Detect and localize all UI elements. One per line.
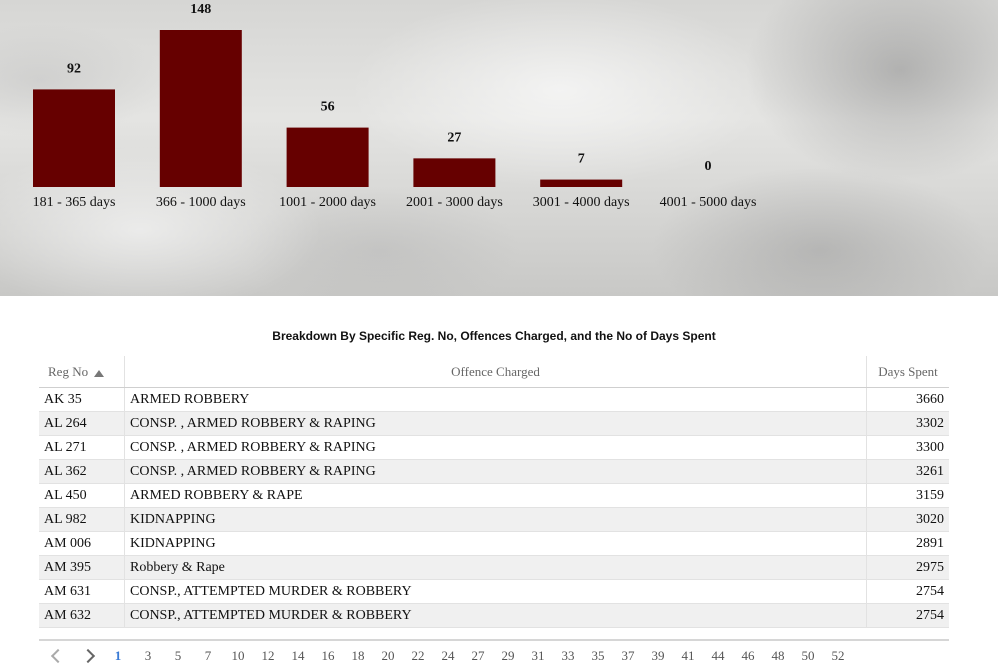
cell-days-spent: 2891 bbox=[866, 531, 949, 556]
cell-offence: CONSP. , ARMED ROBBERY & RAPING bbox=[124, 459, 867, 484]
bar[interactable] bbox=[159, 30, 242, 187]
cell-offence: ARMED ROBBERY & RAPE bbox=[124, 483, 867, 508]
cell-days-spent: 3302 bbox=[866, 411, 949, 436]
cell-offence: Robbery & Rape bbox=[124, 555, 867, 580]
page-link[interactable]: 31 bbox=[531, 648, 545, 663]
cell-reg-no: AM 395 bbox=[39, 555, 125, 580]
breakdown-table: Reg No Offence Charged Days Spent AK 35 A… bbox=[39, 356, 949, 628]
bar[interactable] bbox=[413, 158, 496, 187]
page-link[interactable]: 44 bbox=[711, 648, 725, 663]
table-row: AM 632 CONSP., ATTEMPTED MURDER & ROBBERY… bbox=[39, 603, 949, 628]
table-row: AM 395 Robbery & Rape 2975 bbox=[39, 555, 949, 580]
page-link[interactable]: 41 bbox=[681, 648, 695, 663]
chart-panel: 92 181 - 365 days 148 366 - 1000 days 56 1001… bbox=[0, 0, 998, 296]
bar-value-label: 27 bbox=[447, 130, 461, 145]
chevron-left-icon[interactable] bbox=[50, 648, 66, 664]
category-label: 181 - 365 days bbox=[33, 195, 116, 210]
sort-ascending-icon[interactable] bbox=[94, 369, 105, 377]
table-row: AK 35 ARMED ROBBERY 3660 bbox=[39, 387, 949, 412]
cell-days-spent: 2975 bbox=[866, 555, 949, 580]
bar[interactable] bbox=[540, 179, 623, 187]
category-label: 366 - 1000 days bbox=[156, 195, 246, 210]
column-header-label: Reg No bbox=[48, 363, 89, 379]
page-link[interactable]: 5 bbox=[174, 648, 182, 663]
cell-days-spent: 3660 bbox=[866, 387, 949, 412]
table-body: AK 35 ARMED ROBBERY 3660 AL 264 CONSP. , ARM… bbox=[39, 387, 949, 628]
page-link[interactable]: 16 bbox=[321, 648, 335, 663]
page-link[interactable]: 20 bbox=[381, 648, 395, 663]
cell-reg-no: AL 450 bbox=[39, 483, 125, 508]
page-link[interactable]: 46 bbox=[741, 648, 755, 663]
cell-reg-no: AM 632 bbox=[39, 603, 125, 628]
category-label: 4001 - 5000 days bbox=[660, 195, 757, 210]
page-link[interactable]: 3 bbox=[144, 648, 152, 663]
category-label: 1001 - 2000 days bbox=[279, 195, 376, 210]
page-link[interactable]: 29 bbox=[501, 648, 515, 663]
page-link[interactable]: 10 bbox=[231, 648, 245, 663]
table-row: AL 362 CONSP. , ARMED ROBBERY & RAPING 326… bbox=[39, 459, 949, 484]
column-header-offence[interactable]: Offence Charged bbox=[124, 356, 867, 388]
page-link[interactable]: 27 bbox=[471, 648, 485, 663]
days-spent-bar-chart: 92 181 - 365 days 148 366 - 1000 days 56 1001… bbox=[33, 2, 757, 210]
page-link[interactable]: 14 bbox=[291, 648, 305, 663]
cell-reg-no: AL 362 bbox=[39, 459, 125, 484]
bar-value-label: 0 bbox=[705, 159, 712, 174]
chevron-right-icon[interactable] bbox=[80, 648, 96, 664]
bar[interactable] bbox=[33, 89, 115, 187]
page-link[interactable]: 24 bbox=[441, 648, 455, 663]
bar-value-label: 56 bbox=[321, 100, 335, 115]
page-link[interactable]: 48 bbox=[771, 648, 785, 663]
page-link[interactable]: 33 bbox=[561, 648, 575, 663]
table-row: AL 450 ARMED ROBBERY & RAPE 3159 bbox=[39, 483, 949, 508]
table-row: AL 982 KIDNAPPING 3020 bbox=[39, 507, 949, 532]
cell-days-spent: 3020 bbox=[866, 507, 949, 532]
pagination: 1 3 5 7 10 12 14 16 18 20 22 24 27 29 31 33 35 37 39 41 44 46… bbox=[39, 639, 949, 670]
cell-offence: ARMED ROBBERY bbox=[124, 387, 867, 412]
cell-reg-no: AM 631 bbox=[39, 579, 125, 604]
page-link[interactable]: 50 bbox=[801, 648, 815, 663]
cell-reg-no: AM 006 bbox=[39, 531, 125, 556]
table-header-row: Reg No Offence Charged Days Spent bbox=[39, 356, 949, 388]
column-header-reg-no[interactable]: Reg No bbox=[39, 356, 125, 388]
bar-value-label: 7 bbox=[578, 152, 585, 167]
page-link[interactable]: 18 bbox=[351, 648, 365, 663]
page-link[interactable]: 12 bbox=[261, 648, 275, 663]
page-link[interactable]: 7 bbox=[204, 648, 212, 663]
bar-value-label: 148 bbox=[190, 2, 211, 17]
page-link[interactable]: 37 bbox=[621, 648, 635, 663]
table-row: AL 264 CONSP. , ARMED ROBBERY & RAPING 330… bbox=[39, 411, 949, 436]
table-title: Breakdown By Specific Reg. No, Offences … bbox=[272, 329, 716, 343]
cell-offence: KIDNAPPING bbox=[124, 507, 867, 532]
cell-offence: CONSP. , ARMED ROBBERY & RAPING bbox=[124, 435, 867, 460]
cell-days-spent: 2754 bbox=[866, 603, 949, 628]
table-row: AM 006 KIDNAPPING 2891 bbox=[39, 531, 949, 556]
category-label: 3001 - 4000 days bbox=[533, 195, 630, 210]
cell-days-spent: 3300 bbox=[866, 435, 949, 460]
cell-days-spent: 2754 bbox=[866, 579, 949, 604]
cell-days-spent: 3159 bbox=[866, 483, 949, 508]
cell-offence: KIDNAPPING bbox=[124, 531, 867, 556]
table-row: AL 271 CONSP. , ARMED ROBBERY & RAPING 330… bbox=[39, 435, 949, 460]
page-link[interactable]: 39 bbox=[651, 648, 665, 663]
column-header-days-spent[interactable]: Days Spent bbox=[866, 356, 949, 388]
cell-offence: CONSP., ATTEMPTED MURDER & ROBBERY bbox=[124, 603, 867, 628]
cell-offence: CONSP., ATTEMPTED MURDER & ROBBERY bbox=[124, 579, 867, 604]
page-link[interactable]: 1 bbox=[114, 648, 122, 663]
cell-reg-no: AL 982 bbox=[39, 507, 125, 532]
cell-days-spent: 3261 bbox=[866, 459, 949, 484]
cell-reg-no: AL 264 bbox=[39, 411, 125, 436]
bar[interactable] bbox=[286, 127, 369, 187]
page-link[interactable]: 52 bbox=[831, 648, 845, 663]
category-label: 2001 - 3000 days bbox=[406, 195, 503, 210]
page-link[interactable]: 35 bbox=[591, 648, 605, 663]
cell-reg-no: AL 271 bbox=[39, 435, 125, 460]
bar-value-label: 92 bbox=[67, 61, 81, 76]
cell-reg-no: AK 35 bbox=[39, 387, 125, 412]
cell-offence: CONSP. , ARMED ROBBERY & RAPING bbox=[124, 411, 867, 436]
page-link[interactable]: 22 bbox=[411, 648, 425, 663]
table-row: AM 631 CONSP., ATTEMPTED MURDER & ROBBERY… bbox=[39, 579, 949, 604]
